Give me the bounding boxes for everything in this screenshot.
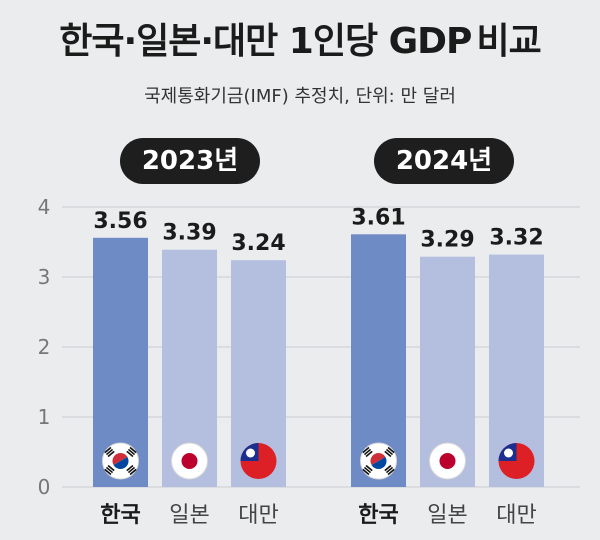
data-label-2024년-대만: 3.32 bbox=[489, 226, 543, 251]
y-tick-label-1: 1 bbox=[38, 405, 51, 429]
x-label-2023년-대만: 대만 bbox=[238, 503, 278, 528]
title-light: 비교 bbox=[476, 21, 542, 62]
x-label-2024년-대만: 대만 bbox=[496, 503, 536, 528]
japan-flag-icon bbox=[171, 442, 208, 480]
japan-flag-icon bbox=[429, 442, 466, 480]
taiwan-flag-icon bbox=[240, 443, 277, 479]
data-label-2024년-한국: 3.61 bbox=[351, 205, 405, 230]
y-tick-label-2: 2 bbox=[38, 335, 51, 359]
x-label-2023년-일본: 일본 bbox=[169, 503, 209, 528]
data-label-2023년-일본: 3.39 bbox=[162, 221, 216, 246]
y-tick-label-3: 3 bbox=[38, 265, 51, 289]
korea-flag-icon bbox=[360, 442, 397, 480]
data-label-2023년-한국: 3.56 bbox=[93, 209, 147, 234]
chart-title: 한국·일본·대만 1인당 GDP 비교 bbox=[0, 12, 600, 64]
year-pill-2023: 2023년 bbox=[120, 138, 260, 184]
year-pill-2024: 2024년 bbox=[374, 138, 514, 184]
x-label-2023년-한국: 한국 bbox=[100, 503, 140, 528]
korea-flag-icon bbox=[102, 442, 139, 480]
x-label-2024년-일본: 일본 bbox=[427, 503, 467, 528]
chart-subtitle: 국제통화기금(IMF) 추정치, 단위: 만 달러 bbox=[144, 86, 456, 107]
taiwan-flag-icon bbox=[498, 443, 535, 479]
x-label-2024년-한국: 한국 bbox=[358, 503, 398, 528]
title-bold: 한국·일본·대만 1인당 GDP bbox=[59, 21, 472, 62]
y-tick-label-4: 4 bbox=[38, 195, 51, 219]
data-label-2024년-일본: 3.29 bbox=[420, 228, 474, 253]
data-label-2023년-대만: 3.24 bbox=[231, 231, 285, 256]
y-tick-label-0: 0 bbox=[38, 475, 51, 499]
